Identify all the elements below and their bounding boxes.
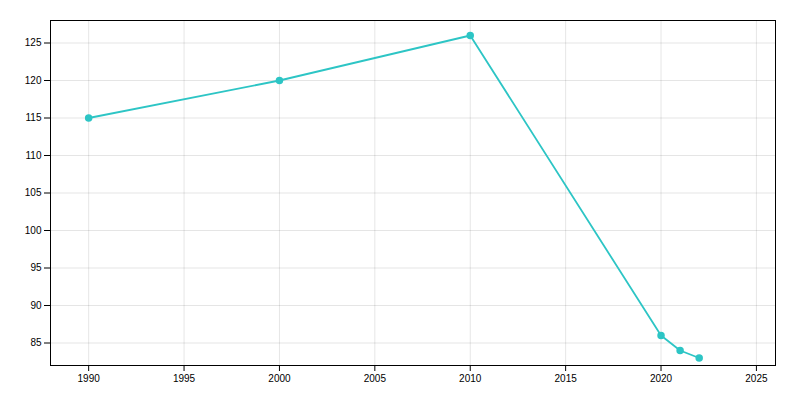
svg-text:120: 120 (25, 75, 42, 86)
svg-text:95: 95 (30, 262, 42, 273)
svg-text:90: 90 (30, 300, 42, 311)
svg-text:2010: 2010 (459, 373, 482, 384)
svg-text:1995: 1995 (173, 373, 196, 384)
svg-text:115: 115 (26, 112, 42, 123)
svg-text:2015: 2015 (555, 373, 578, 384)
svg-text:85: 85 (30, 337, 42, 348)
svg-text:110: 110 (26, 150, 42, 161)
svg-text:1990: 1990 (78, 373, 101, 384)
svg-text:2005: 2005 (364, 373, 387, 384)
svg-text:2025: 2025 (745, 373, 768, 384)
svg-text:2000: 2000 (268, 373, 291, 384)
svg-text:2020: 2020 (650, 373, 673, 384)
svg-text:125: 125 (25, 37, 42, 48)
svg-text:105: 105 (25, 187, 42, 198)
svg-text:100: 100 (25, 225, 42, 236)
